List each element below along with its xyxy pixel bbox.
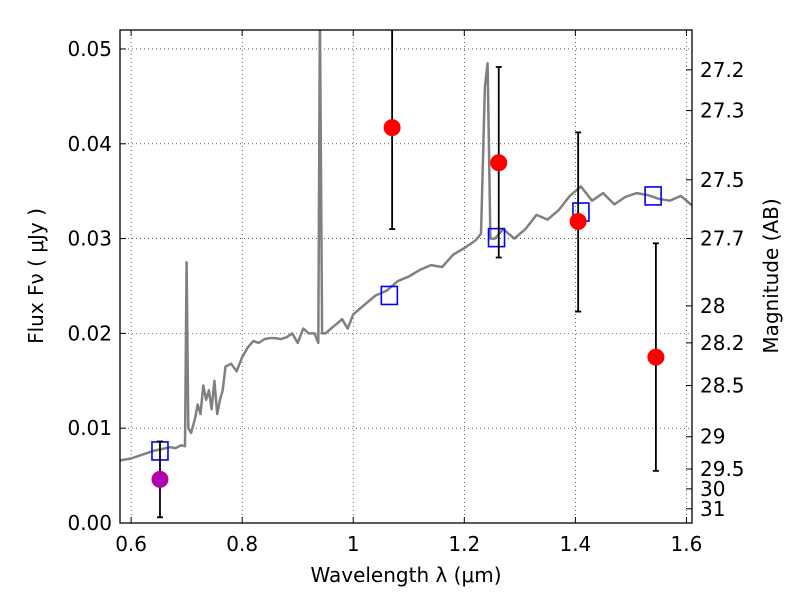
y-tick-label: 0.00 (67, 511, 112, 535)
right-tick-label: 27.5 (700, 168, 745, 192)
y-tick-label: 0.04 (67, 132, 112, 156)
right-tick-label: 29.5 (700, 457, 745, 481)
x-tick-label: 1.2 (448, 532, 480, 556)
observed-point (569, 213, 587, 231)
right-tick-label: 30 (700, 477, 725, 501)
spectrum-line (120, 30, 692, 462)
x-tick-label: 0.8 (226, 532, 258, 556)
right-tick-label: 27.3 (700, 99, 745, 123)
observed-point (383, 119, 401, 137)
right-tick-label: 28 (700, 294, 725, 318)
model-square-point (644, 186, 662, 206)
right-tick-label: 27.7 (700, 227, 745, 251)
y-tick-label: 0.03 (67, 227, 112, 251)
right-tick-label: 28.2 (700, 331, 745, 355)
model-square-point (487, 227, 506, 248)
y-tick-label: 0.05 (67, 37, 112, 61)
y-tick-label: 0.02 (67, 321, 112, 345)
plot-frame (119, 29, 693, 524)
right-tick-label: 31 (700, 497, 725, 521)
x-tick-label: 1.6 (671, 532, 703, 556)
right-axis-label: Magnitude (AB) (759, 198, 783, 353)
axis-ticks: 0.6 0.8 1 1.2 1.4 1.6 0.00 0.01 0.02 0.03 0.04 0.05… (67, 30, 745, 556)
y-tick-label: 0.01 (67, 416, 112, 440)
series-layer (120, 30, 692, 519)
y-axis-label: Flux Fν ( μJy ) (24, 208, 48, 344)
right-tick-label: 27.2 (700, 58, 745, 82)
model-square-point (380, 285, 399, 306)
observed-point (647, 348, 665, 366)
x-tick-label: 1 (347, 532, 360, 556)
right-tick-label: 28.5 (700, 374, 745, 398)
x-axis-label: Wavelength λ (μm) (310, 563, 501, 587)
observed-point (490, 154, 508, 172)
x-tick-label: 1.4 (559, 532, 591, 556)
right-tick-label: 29 (700, 425, 725, 449)
observed-point (151, 470, 169, 488)
x-tick-label: 0.6 (115, 532, 147, 556)
